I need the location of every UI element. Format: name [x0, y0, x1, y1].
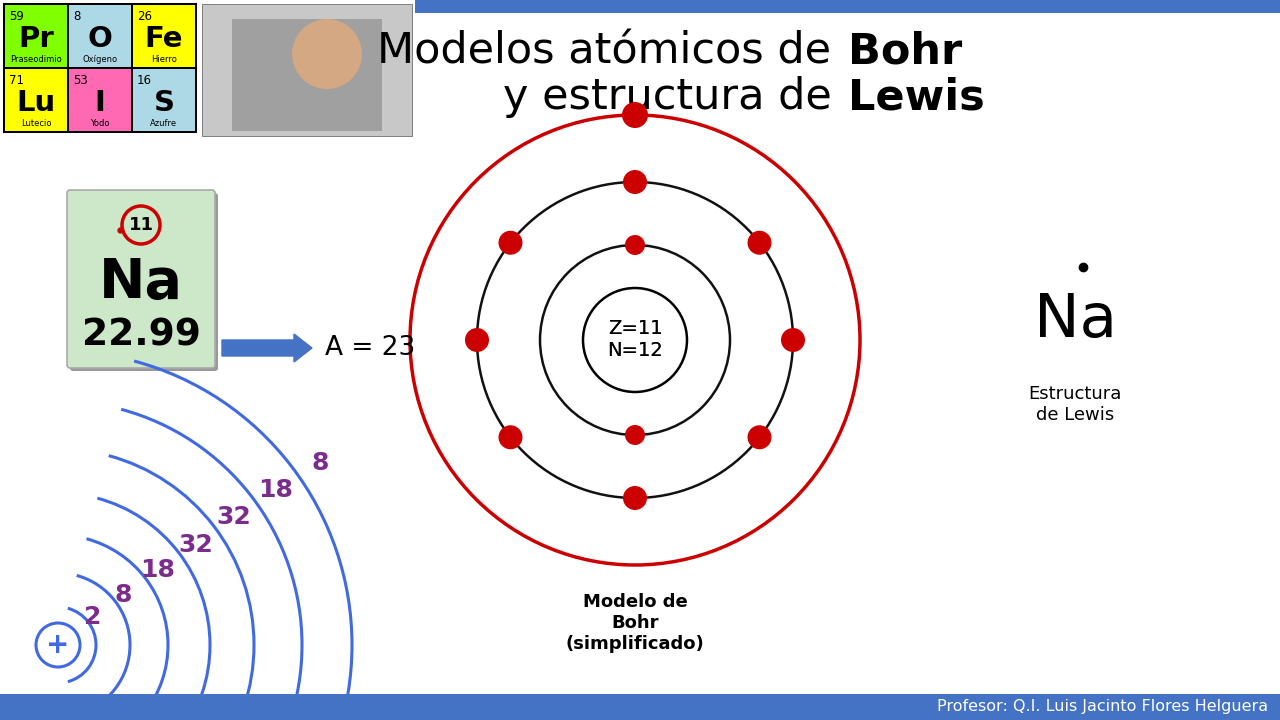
Text: Fe: Fe — [145, 25, 183, 53]
Bar — [415, 0, 1280, 13]
Text: 8: 8 — [311, 451, 329, 475]
Text: Lu: Lu — [17, 89, 55, 117]
Bar — [131, 3, 197, 69]
Circle shape — [498, 426, 522, 449]
Text: +: + — [46, 631, 69, 659]
Circle shape — [623, 486, 646, 510]
Text: Profesor: Q.I. Luis Jacinto Flores Helguera: Profesor: Q.I. Luis Jacinto Flores Helgu… — [937, 700, 1268, 714]
FancyArrow shape — [221, 334, 312, 362]
Bar — [232, 19, 381, 131]
Bar — [133, 5, 195, 67]
Text: Na: Na — [99, 256, 183, 310]
Text: 26: 26 — [137, 9, 152, 22]
Bar — [69, 69, 131, 131]
Text: 71: 71 — [9, 73, 24, 86]
Circle shape — [623, 170, 646, 194]
Text: Lutecio: Lutecio — [20, 119, 51, 127]
Text: Pr: Pr — [18, 25, 54, 53]
Text: Hierro: Hierro — [151, 55, 177, 63]
Text: Modelos atómicos de: Modelos atómicos de — [378, 31, 845, 73]
Text: 11: 11 — [128, 216, 154, 234]
Text: 16: 16 — [137, 73, 152, 86]
Text: Na: Na — [1033, 290, 1116, 349]
Bar — [67, 3, 133, 69]
Bar — [131, 67, 197, 133]
Text: Z=11
N=12: Z=11 N=12 — [607, 320, 663, 361]
Text: Lewis: Lewis — [849, 76, 984, 118]
Text: 32: 32 — [179, 533, 214, 557]
Text: S: S — [154, 89, 174, 117]
Circle shape — [622, 102, 648, 128]
Text: Modelo de
Bohr
(simplificado): Modelo de Bohr (simplificado) — [566, 593, 704, 652]
Text: Estructura
de Lewis: Estructura de Lewis — [1028, 385, 1121, 424]
Text: y estructura de: y estructura de — [503, 76, 845, 118]
Text: O: O — [87, 25, 113, 53]
Text: 8: 8 — [73, 9, 81, 22]
Bar — [5, 5, 67, 67]
Bar — [202, 4, 412, 136]
Bar — [5, 69, 67, 131]
Circle shape — [498, 230, 522, 255]
Circle shape — [292, 19, 362, 89]
Text: Z=11
N=12: Z=11 N=12 — [607, 320, 663, 361]
Bar — [3, 67, 69, 133]
Text: Yodo: Yodo — [91, 119, 110, 127]
Text: Praseodimio: Praseodimio — [10, 55, 61, 63]
Circle shape — [748, 230, 772, 255]
Text: 18: 18 — [141, 558, 175, 582]
Text: 22.99: 22.99 — [82, 318, 201, 354]
FancyBboxPatch shape — [67, 190, 215, 368]
Bar — [0, 694, 1280, 720]
Circle shape — [748, 426, 772, 449]
Text: 53: 53 — [73, 73, 88, 86]
Text: 59: 59 — [9, 9, 24, 22]
Text: 8: 8 — [114, 583, 132, 607]
Text: A = 23: A = 23 — [325, 335, 415, 361]
Bar — [67, 67, 133, 133]
Bar — [3, 3, 69, 69]
Text: Bohr: Bohr — [849, 31, 963, 73]
Bar — [133, 69, 195, 131]
Text: Azufre: Azufre — [151, 119, 178, 127]
Circle shape — [465, 328, 489, 352]
Text: 18: 18 — [259, 478, 293, 502]
Circle shape — [625, 425, 645, 445]
Circle shape — [781, 328, 805, 352]
FancyBboxPatch shape — [70, 193, 218, 371]
Text: 32: 32 — [216, 505, 251, 529]
Text: 2: 2 — [84, 605, 101, 629]
Circle shape — [625, 235, 645, 255]
Text: Oxígeno: Oxígeno — [82, 55, 118, 63]
Bar — [69, 5, 131, 67]
Text: I: I — [95, 89, 105, 117]
